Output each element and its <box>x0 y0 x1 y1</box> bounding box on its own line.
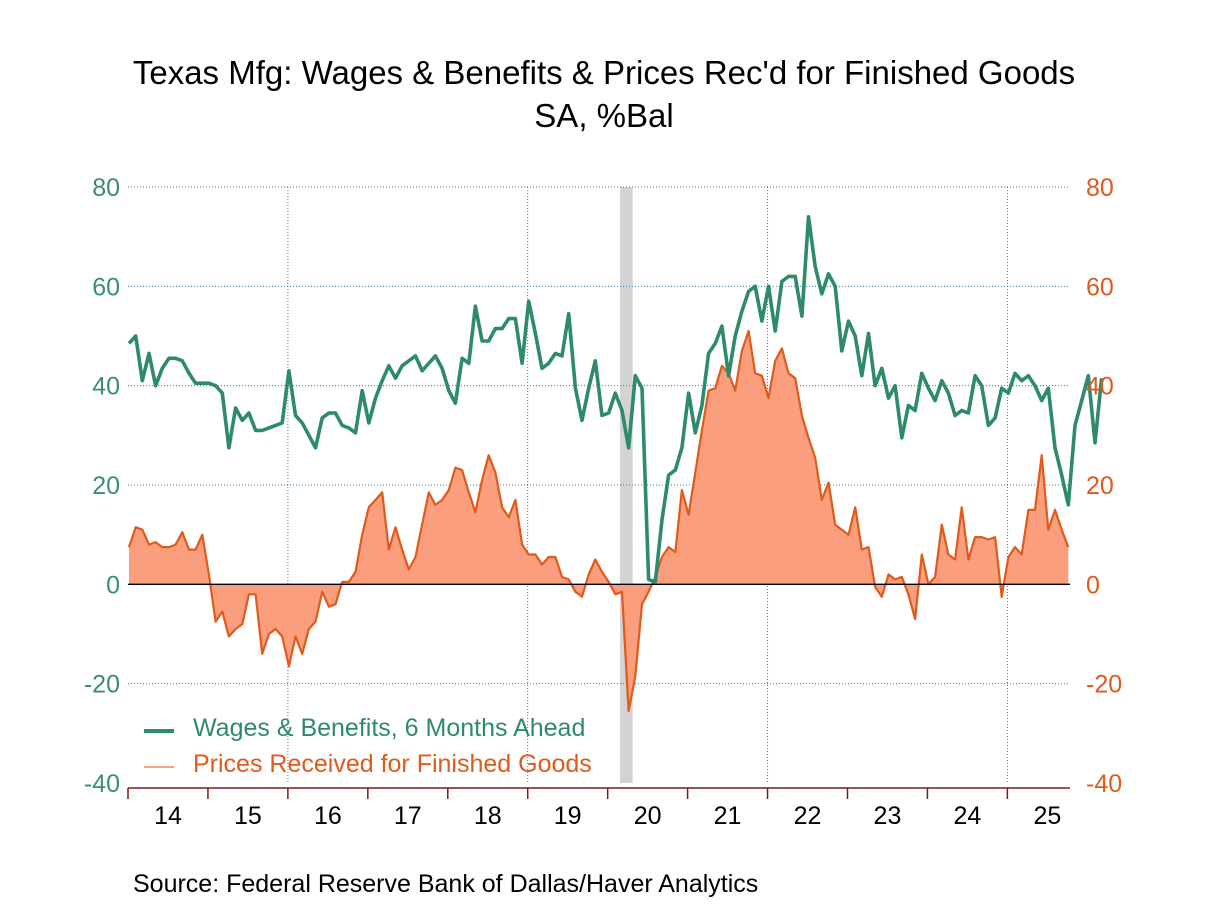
x-tick-label: 17 <box>394 802 422 830</box>
legend-item-prices: Prices Received for Finished Goods <box>193 750 592 779</box>
y-tick-label-left: 60 <box>92 273 120 301</box>
x-tick-label: 22 <box>794 802 822 830</box>
x-tick-label: 20 <box>634 802 662 830</box>
y-tick-label-right: -40 <box>1086 770 1122 798</box>
chart-subtitle: SA, %Bal <box>534 97 674 134</box>
y-tick-label-right: 80 <box>1086 174 1114 202</box>
y-tick-label-left: 80 <box>92 174 120 202</box>
x-tick-label: 25 <box>1033 802 1061 830</box>
series-line-prices <box>127 329 1070 713</box>
legend-label-wages: Wages & Benefits, 6 Months Ahead <box>193 714 586 742</box>
legend-item-wages: Wages & Benefits, 6 Months Ahead <box>193 714 585 743</box>
y-tick-label-right: -20 <box>1086 671 1122 699</box>
x-tick-label: 19 <box>554 802 582 830</box>
x-tick-label: 16 <box>314 802 342 830</box>
x-tick-label: 18 <box>474 802 502 830</box>
y-tick-label-left: -40 <box>84 770 120 798</box>
x-tick-label: 23 <box>874 802 902 830</box>
chart-title: Texas Mfg: Wages & Benefits & Prices Rec… <box>132 54 1076 91</box>
legend-swatch-prices-icon <box>144 766 174 768</box>
x-tick-label: 15 <box>234 802 262 830</box>
y-tick-label-right: 0 <box>1086 571 1100 599</box>
x-tick-label: 24 <box>953 802 981 830</box>
y-tick-label-right: 20 <box>1086 472 1114 500</box>
series-line-wages <box>127 215 1104 584</box>
legend-swatch-wages-icon <box>144 729 174 733</box>
x-tick-label: 21 <box>714 802 742 830</box>
y-tick-label-left: 0 <box>106 571 120 599</box>
source-note: Source: Federal Reserve Bank of Dallas/H… <box>133 870 759 898</box>
y-tick-label-left: 40 <box>92 373 120 401</box>
y-tick-label-left: -20 <box>84 671 120 699</box>
legend-label-prices: Prices Received for Finished Goods <box>193 750 592 778</box>
x-tick-label: 14 <box>154 802 182 830</box>
y-tick-label-left: 20 <box>92 472 120 500</box>
y-tick-label-right: 40 <box>1086 373 1114 401</box>
y-tick-label-right: 60 <box>1086 273 1114 301</box>
